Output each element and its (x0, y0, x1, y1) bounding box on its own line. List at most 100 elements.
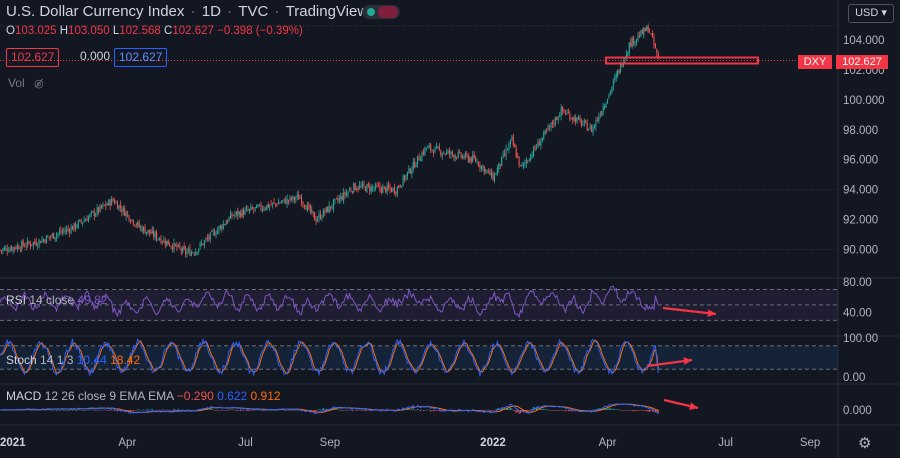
stoch-tick-label: 0.00 (843, 372, 865, 384)
candle-body (147, 229, 149, 233)
candle-body (357, 188, 359, 190)
macd-histogram-bar (192, 410, 194, 411)
candle-body (301, 197, 303, 204)
rsi-band (0, 289, 838, 321)
candle-body (657, 54, 659, 59)
candle-body (241, 209, 243, 217)
candle-body (221, 225, 223, 229)
rsi-legend[interactable]: RSI 14 close 49.82 (6, 293, 107, 307)
candle-body (119, 204, 121, 209)
candle-body (22, 240, 24, 246)
candle-body (187, 249, 190, 252)
macd-histogram-bar (293, 409, 295, 411)
candle-body (282, 200, 284, 202)
macd-histogram-bar (489, 410, 491, 412)
candle-body (341, 196, 343, 200)
candle-body (382, 186, 384, 194)
candle-body (337, 199, 339, 201)
macd-histogram-bar (32, 409, 34, 411)
candle-body (605, 104, 607, 107)
candle-body (9, 248, 11, 252)
candle-body (251, 207, 253, 209)
candle-body (641, 30, 643, 34)
macd-legend[interactable]: MACD 12 26 close 9 EMA EMA −0.290 0.622 … (6, 389, 281, 403)
time-tick-label: Sep (320, 437, 340, 449)
candle-body (189, 248, 191, 256)
market-status-toggle[interactable] (362, 5, 400, 19)
macd-histogram-bar (86, 409, 88, 411)
candle-body (589, 126, 591, 129)
candle-body (122, 207, 124, 212)
candle-body (248, 208, 250, 211)
currency-selector[interactable]: USD ▾ (848, 4, 894, 23)
candle-body (514, 144, 516, 148)
candle-body (21, 241, 23, 250)
macd-histogram-bar (588, 410, 590, 411)
candle-body (638, 35, 640, 38)
volume-label[interactable]: Vol (8, 76, 25, 90)
gear-icon[interactable]: ⚙ (858, 435, 872, 452)
candle-body (464, 153, 466, 158)
macd-histogram-bar (608, 407, 610, 410)
candle-body (292, 195, 294, 200)
candle-body (66, 228, 68, 232)
candle-body (485, 169, 487, 172)
candle-body (570, 118, 572, 120)
candle-body (562, 106, 564, 111)
interval-label[interactable]: 1D (201, 3, 221, 20)
candle-body (195, 251, 197, 256)
macd-histogram-bar (321, 409, 323, 410)
macd-histogram-bar (317, 410, 319, 411)
candle-body (447, 150, 449, 153)
macd-histogram-bar (188, 409, 189, 411)
candle-body (450, 151, 452, 155)
candle-body (57, 233, 59, 235)
candle-body (335, 198, 337, 200)
candle-body (634, 41, 636, 44)
stoch-legend[interactable]: Stoch 14 1 3 10.44 18.42 (6, 353, 140, 367)
sell-price-box[interactable]: 102.627 (6, 48, 60, 67)
macd-histogram-bar (357, 410, 359, 411)
macd-histogram-bar (253, 410, 255, 411)
candle-body (372, 187, 374, 189)
rsi-tick-label: 40.00 (843, 308, 872, 320)
candle-body (392, 187, 394, 191)
macd-histogram-bar (547, 409, 549, 411)
price-tick-label: 94.000 (843, 185, 878, 197)
macd-histogram-bar (285, 410, 287, 411)
candle-body (77, 221, 79, 228)
macd-histogram-bar (640, 409, 642, 411)
candle-body (99, 205, 101, 212)
candle-body (137, 222, 139, 225)
macd-histogram-bar (288, 410, 290, 411)
candle-body (58, 231, 60, 234)
macd-histogram-bar (627, 410, 629, 411)
candle-body (96, 207, 98, 214)
macd-histogram-bar (628, 409, 630, 411)
candle-body (27, 240, 29, 246)
macd-histogram-bar (362, 409, 363, 411)
candle-body (470, 157, 472, 162)
macd-histogram-bar (569, 410, 571, 412)
candle-body (646, 26, 648, 31)
macd-line-value: 0.622 (217, 389, 248, 403)
candle-body (580, 119, 582, 126)
eye-hidden-icon[interactable]: ◎̸ (34, 78, 44, 90)
price-tick-label: 90.000 (843, 245, 878, 257)
price-tick-label: 96.000 (843, 155, 878, 167)
macd-histogram-bar (422, 410, 424, 411)
macd-histogram-bar (605, 408, 607, 410)
candle-body (469, 158, 471, 162)
candle-body (637, 35, 639, 41)
macd-histogram-bar (512, 409, 514, 411)
platform-label: TradingView (285, 3, 369, 20)
candle-body (380, 187, 382, 193)
candle-body (482, 166, 484, 168)
macd-histogram-bar (623, 410, 624, 411)
symbol-title[interactable]: U.S. Dollar Currency Index (6, 3, 185, 20)
buy-price-box[interactable]: 102.627 (114, 48, 168, 67)
open-value: 103.025 (14, 25, 57, 37)
candle-body (112, 199, 114, 201)
macd-histogram-bar (169, 410, 171, 411)
